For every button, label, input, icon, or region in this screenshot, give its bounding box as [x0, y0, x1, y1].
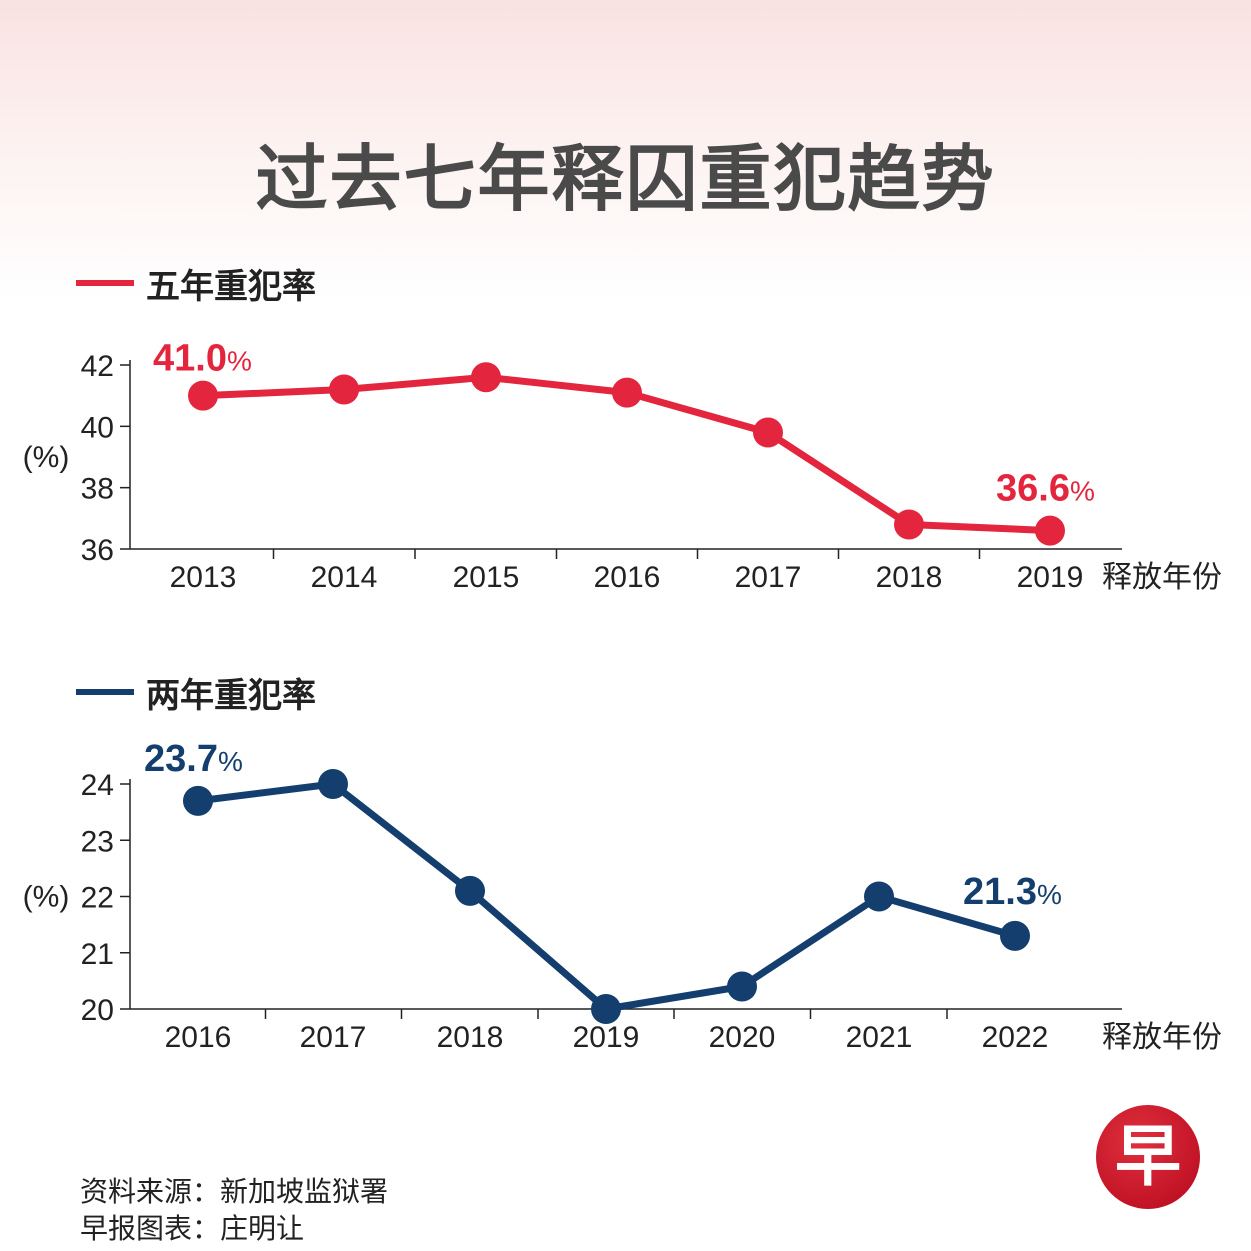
- data-point-2017: [318, 769, 348, 799]
- y-tick-label: 38: [81, 473, 114, 506]
- data-source-credit: 资料来源：新加坡监狱署: [80, 1175, 389, 1208]
- data-label-2019: 36.6%: [996, 468, 1095, 510]
- y-axis-label: (%): [23, 881, 70, 914]
- data-label-value: 21.3: [963, 871, 1037, 913]
- x-tick-label-2013: 2013: [170, 561, 237, 594]
- zaobao-logo: 早: [1096, 1105, 1200, 1209]
- y-tick-label: 22: [81, 882, 114, 915]
- legend-swatch-two-year: [76, 689, 134, 695]
- data-label-unit: %: [227, 346, 252, 377]
- data-point-2017: [753, 417, 783, 448]
- x-tick-label-2016: 2016: [165, 1021, 232, 1054]
- legend-two-year: 两年重犯率: [76, 672, 316, 716]
- data-point-2021: [864, 881, 894, 912]
- data-point-2015: [471, 362, 501, 393]
- x-tick-label-2019: 2019: [573, 1021, 640, 1054]
- x-tick-label-2014: 2014: [311, 561, 378, 594]
- y-tick-label: 21: [81, 938, 114, 971]
- x-tick-label-2018: 2018: [876, 561, 943, 594]
- data-label-unit: %: [218, 746, 243, 777]
- x-tick-label-2015: 2015: [453, 561, 520, 594]
- x-tick-label-2022: 2022: [982, 1021, 1049, 1054]
- legend-label-five-year: 五年重犯率: [146, 266, 316, 307]
- data-point-2018: [455, 875, 485, 906]
- y-tick-label: 23: [81, 825, 114, 858]
- data-label-2022: 21.3%: [963, 871, 1062, 913]
- x-tick-label-2016: 2016: [594, 561, 661, 594]
- legend-five-year: 五年重犯率: [76, 263, 316, 307]
- graphic-credit: 早报图表：庄明让: [80, 1212, 305, 1245]
- x-tick-label-2020: 2020: [709, 1021, 776, 1054]
- y-tick-label: 40: [81, 411, 114, 444]
- data-label-unit: %: [1070, 476, 1095, 507]
- x-axis-label: 释放年份: [1102, 1021, 1222, 1054]
- data-label-2016: 23.7%: [144, 738, 243, 780]
- data-label-value: 36.6: [996, 468, 1070, 510]
- data-label-2013: 41.0%: [153, 338, 252, 380]
- data-point-2019: [1035, 515, 1065, 546]
- five-year-recidivism-chart: 36 38 40 42 (%) 2013 2014 2015 2016 2017 2018 2019 释…: [23, 338, 1222, 594]
- data-point-2013: [188, 380, 218, 411]
- data-point-2016: [612, 377, 642, 408]
- data-point-2018: [894, 509, 924, 540]
- y-tick-label: 36: [81, 534, 114, 567]
- y-tick-label: 42: [81, 350, 114, 383]
- y-tick-label: 24: [81, 769, 114, 802]
- x-tick-label-2017: 2017: [300, 1021, 367, 1054]
- legend-swatch-five-year: [76, 280, 134, 286]
- data-label-value: 41.0: [153, 338, 227, 380]
- data-point-2019: [591, 994, 621, 1024]
- data-point-2022: [1000, 920, 1030, 951]
- x-tick-label-2017: 2017: [735, 561, 802, 594]
- data-point-2016: [183, 785, 213, 816]
- y-tick-label: 20: [81, 994, 114, 1027]
- data-label-value: 23.7: [144, 738, 218, 780]
- data-point-2020: [727, 971, 757, 1002]
- page-title: 过去七年释囚重犯趋势: [255, 137, 996, 221]
- x-tick-label-2018: 2018: [437, 1021, 504, 1054]
- x-tick-label-2019: 2019: [1017, 561, 1084, 594]
- y-axis-label: (%): [23, 441, 70, 474]
- x-axis-label: 释放年份: [1102, 561, 1222, 594]
- data-label-unit: %: [1037, 879, 1062, 910]
- x-tick-label-2021: 2021: [846, 1021, 913, 1054]
- data-point-2014: [329, 374, 359, 405]
- legend-label-two-year: 两年重犯率: [146, 675, 316, 716]
